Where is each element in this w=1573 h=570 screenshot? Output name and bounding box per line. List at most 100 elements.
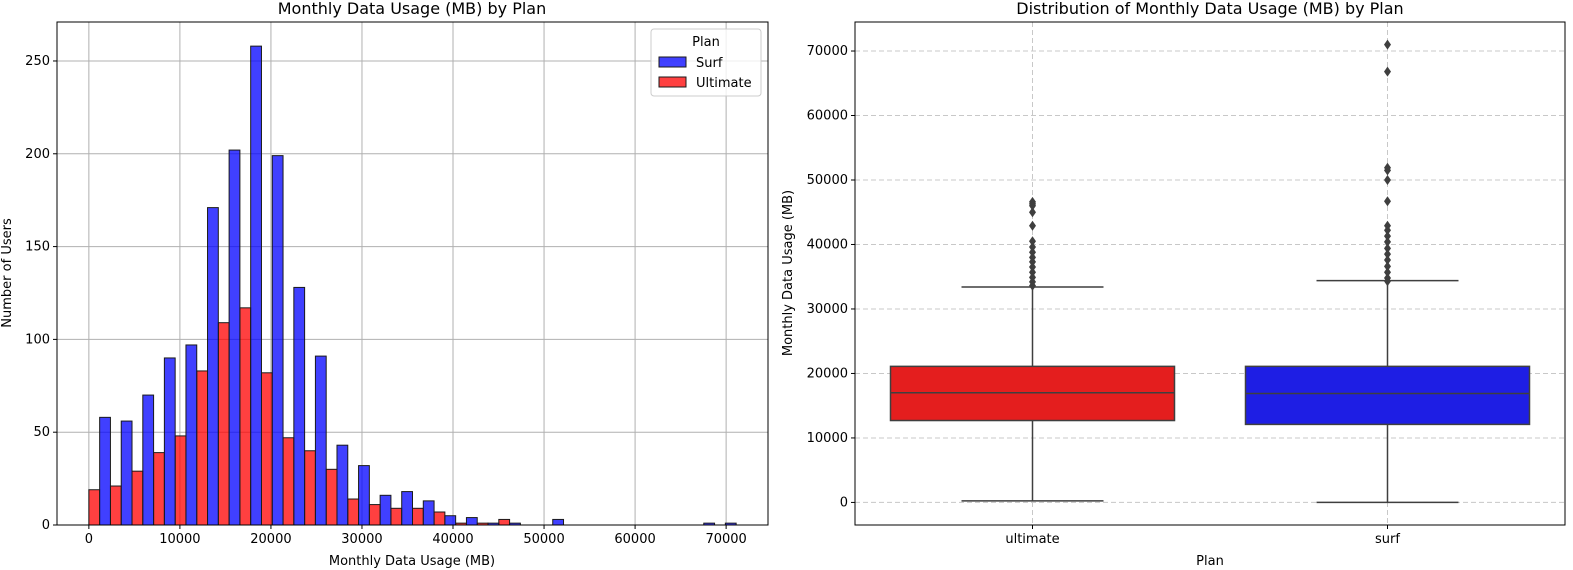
plot-frame [854, 21, 1566, 526]
bar-ultimate [131, 470, 144, 526]
x-tick-label: 60000 [614, 532, 655, 547]
outlier-point [1029, 280, 1036, 291]
histogram-ylabel: Number of Users [0, 218, 15, 328]
bar-surf [99, 416, 111, 526]
legend-label-ultimate: Ultimate [696, 76, 752, 91]
bar-ultimate [174, 435, 187, 526]
x-tick-label: 10000 [159, 532, 200, 547]
y-tick-label: 100 [25, 332, 50, 347]
x-tick-label: 40000 [432, 532, 473, 547]
outlier-point [1029, 220, 1036, 231]
bar-surf [314, 355, 327, 526]
bar-ultimate [196, 370, 209, 526]
outlier-point [1384, 267, 1391, 278]
outlier-point [1384, 249, 1391, 260]
bar-ultimate [217, 322, 230, 526]
bar-surf [358, 465, 370, 526]
y-tick-label: 250 [25, 54, 50, 69]
y-tick-label: 0 [840, 495, 848, 510]
outlier-point [1029, 247, 1036, 258]
bar-ultimate [347, 498, 360, 526]
boxplot-xlabel: Plan [1196, 554, 1224, 569]
boxplot-title: Distribution of Monthly Data Usage (MB) … [1016, 0, 1403, 18]
outlier-point [1384, 243, 1391, 254]
bar-ultimate [239, 307, 252, 526]
bar-ultimate [390, 507, 403, 526]
bar-surf [293, 286, 306, 526]
bar-surf [336, 444, 349, 526]
bar-surf [552, 518, 565, 526]
outlier-point [1384, 254, 1391, 265]
outlier-point [1029, 207, 1036, 218]
outlier-point [1029, 262, 1036, 273]
bar-ultimate [88, 489, 101, 526]
y-tick-label: 150 [25, 240, 50, 255]
y-tick-label: 70000 [807, 44, 848, 59]
outlier-point [1029, 256, 1036, 267]
y-tick-label: 50 [33, 425, 50, 440]
bar-surf [401, 491, 413, 526]
y-tick-label: 10000 [807, 431, 848, 446]
bar-ultimate [498, 518, 511, 526]
outlier-point [1384, 66, 1391, 77]
box-surf [1244, 39, 1531, 504]
outlier-point [1384, 174, 1391, 185]
bar-ultimate [282, 437, 295, 526]
bar-surf [207, 207, 219, 526]
histogram-xlabel: Monthly Data Usage (MB) [329, 554, 495, 569]
plot-frame [56, 21, 769, 526]
outlier-point [1384, 165, 1391, 176]
legend: Plan Surf Ultimate [650, 28, 762, 97]
outlier-point [1384, 225, 1391, 236]
box-ultimate [889, 196, 1176, 502]
bar-surf [185, 344, 198, 526]
outlier-point [1384, 236, 1391, 247]
outlier-point [1029, 267, 1036, 278]
x-tick-label: 0 [85, 532, 93, 547]
outlier-point [1384, 196, 1391, 207]
outlier-point [1384, 39, 1391, 50]
bar-ultimate [325, 468, 338, 526]
bar-surf [444, 515, 457, 526]
bar-surf [271, 155, 284, 526]
outlier-point [1384, 276, 1391, 287]
bar-ultimate [304, 450, 316, 526]
bar-surf [250, 45, 262, 526]
histogram-chart: 0 10000 20000 30000 40000 50000 60000 70000 0 50 1… [25, 21, 769, 547]
box-iqr [1244, 365, 1531, 426]
legend-title: Plan [692, 35, 720, 50]
bar-surf [379, 494, 392, 526]
x-tick-label: ultimate [1005, 532, 1059, 547]
y-tick-label: 200 [25, 147, 50, 162]
legend-swatch-surf [658, 56, 687, 68]
bar-ultimate [109, 485, 122, 526]
y-tick-label: 20000 [807, 366, 848, 381]
histogram-title: Monthly Data Usage (MB) by Plan [278, 0, 546, 18]
x-tick-label: 70000 [705, 532, 746, 547]
bar-surf [142, 394, 155, 526]
boxplot-ylabel: Monthly Data Usage (MB) [781, 190, 796, 356]
outlier-point [1029, 200, 1036, 211]
bar-ultimate [368, 504, 381, 526]
bar-surf [120, 420, 133, 526]
bar-ultimate [153, 452, 165, 526]
bar-ultimate [433, 511, 446, 526]
x-tick-label: 30000 [341, 532, 382, 547]
y-tick-label: 0 [42, 518, 50, 533]
y-tick-label: 50000 [807, 173, 848, 188]
bar-surf [228, 149, 241, 526]
bar-surf [465, 517, 478, 526]
legend-label-surf: Surf [696, 56, 723, 71]
y-tick-label: 60000 [807, 109, 848, 124]
x-tick-label: surf [1375, 532, 1400, 547]
outlier-point [1029, 242, 1036, 253]
x-tick-label: 50000 [523, 532, 564, 547]
bar-surf [163, 357, 176, 526]
bar-surf [422, 500, 435, 526]
y-tick-label: 40000 [807, 237, 848, 252]
y-tick-label: 30000 [807, 302, 848, 317]
bar-ultimate [260, 372, 273, 526]
outlier-point [1384, 231, 1391, 242]
outlier-point [1384, 261, 1391, 272]
